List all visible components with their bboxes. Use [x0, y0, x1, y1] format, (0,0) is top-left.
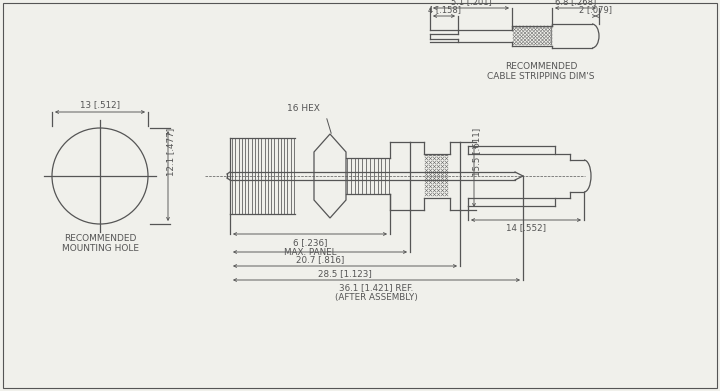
Text: 6.8 [.268]: 6.8 [.268]: [555, 0, 596, 6]
Text: 5.1 [.201]: 5.1 [.201]: [451, 0, 491, 6]
Text: 16 HEX: 16 HEX: [287, 104, 320, 113]
Text: RECOMMENDED
CABLE STRIPPING DIM'S: RECOMMENDED CABLE STRIPPING DIM'S: [487, 62, 595, 81]
Text: 14 [.552]: 14 [.552]: [506, 223, 546, 232]
Text: 28.5 [1.123]: 28.5 [1.123]: [318, 269, 372, 278]
Text: 13 [.512]: 13 [.512]: [80, 100, 120, 109]
Text: RECOMMENDED
MOUNTING HOLE: RECOMMENDED MOUNTING HOLE: [61, 234, 138, 253]
Text: 36.1 [1.421] REF.
(AFTER ASSEMBLY): 36.1 [1.421] REF. (AFTER ASSEMBLY): [335, 283, 418, 302]
Text: 6 [.236]
MAX. PANEL: 6 [.236] MAX. PANEL: [284, 238, 336, 257]
Text: 15.5 [.611]: 15.5 [.611]: [472, 128, 482, 176]
Text: 12.1 [.477]: 12.1 [.477]: [166, 128, 176, 176]
Text: 4 [.158]: 4 [.158]: [428, 5, 461, 14]
Text: 20.7 [.816]: 20.7 [.816]: [296, 255, 344, 264]
Text: 2 [.079]: 2 [.079]: [579, 5, 612, 14]
